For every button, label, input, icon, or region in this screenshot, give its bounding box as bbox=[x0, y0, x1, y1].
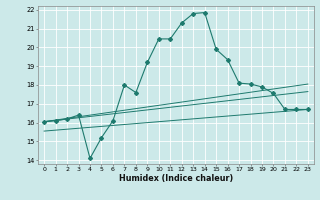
X-axis label: Humidex (Indice chaleur): Humidex (Indice chaleur) bbox=[119, 174, 233, 183]
